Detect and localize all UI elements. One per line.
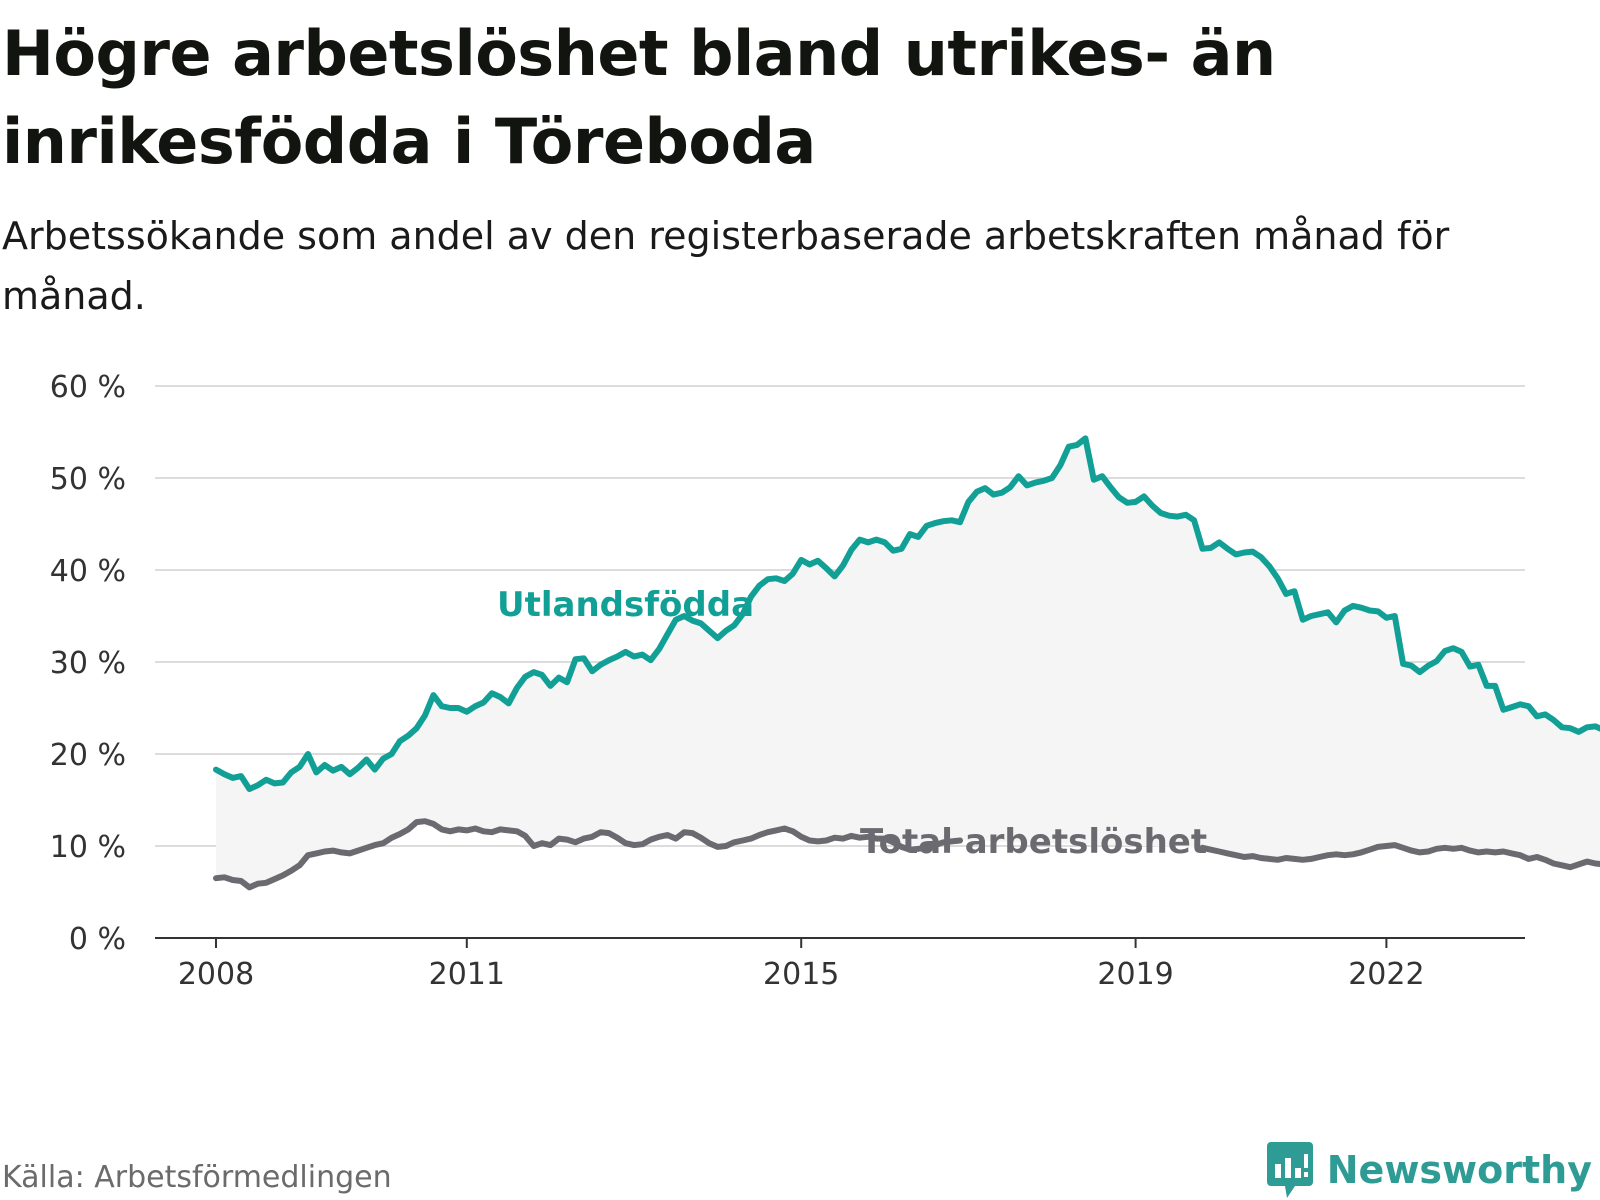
y-tick-label: 60 %	[50, 370, 126, 405]
y-tick-label: 50 %	[50, 462, 126, 497]
brand-name: Newsworthy	[1326, 1148, 1592, 1192]
label-utlandsfodda: Utlandsfödda	[497, 585, 754, 625]
x-tick-label: 2008	[178, 957, 254, 992]
y-tick-label: 10 %	[50, 830, 126, 865]
source-note: Källa: Arbetsförmedlingen	[2, 1160, 392, 1195]
line-chart: 0 % 10 % 20 % 30 % 40 % 50 % 60 % 2008 2011 2015…	[50, 370, 1600, 992]
x-tick-label: 2011	[429, 957, 505, 992]
newsworthy-logo-icon	[1266, 1142, 1313, 1198]
series-lines	[213, 435, 1600, 891]
y-tick-label: 20 %	[50, 738, 126, 773]
x-tick-label: 2019	[1097, 957, 1173, 992]
y-axis-ticks: 0 % 10 % 20 % 30 % 40 % 50 % 60 %	[50, 370, 126, 957]
chart-subtitle: Arbetssökande som andel av den registerb…	[2, 214, 1450, 318]
gap-band	[216, 438, 1600, 888]
y-tick-label: 40 %	[50, 554, 126, 589]
x-tick-label: 2015	[763, 957, 839, 992]
total-series-line	[1199, 842, 1600, 871]
y-tick-label: 30 %	[50, 646, 126, 681]
brand-logo: Newsworthy	[1265, 1140, 1592, 1200]
label-total-arbetsloshet: Total arbetslöshet	[860, 822, 1207, 862]
x-tick-label: 2022	[1348, 957, 1424, 992]
chart-title: Högre arbetslöshet bland utrikes- än inr…	[2, 17, 1276, 178]
y-tick-label: 0 %	[69, 922, 126, 957]
foreign-series-line	[213, 435, 1600, 792]
x-axis-ticks: 2008 2011 2015 2019 2022	[178, 938, 1425, 992]
total-series-line	[213, 818, 963, 891]
